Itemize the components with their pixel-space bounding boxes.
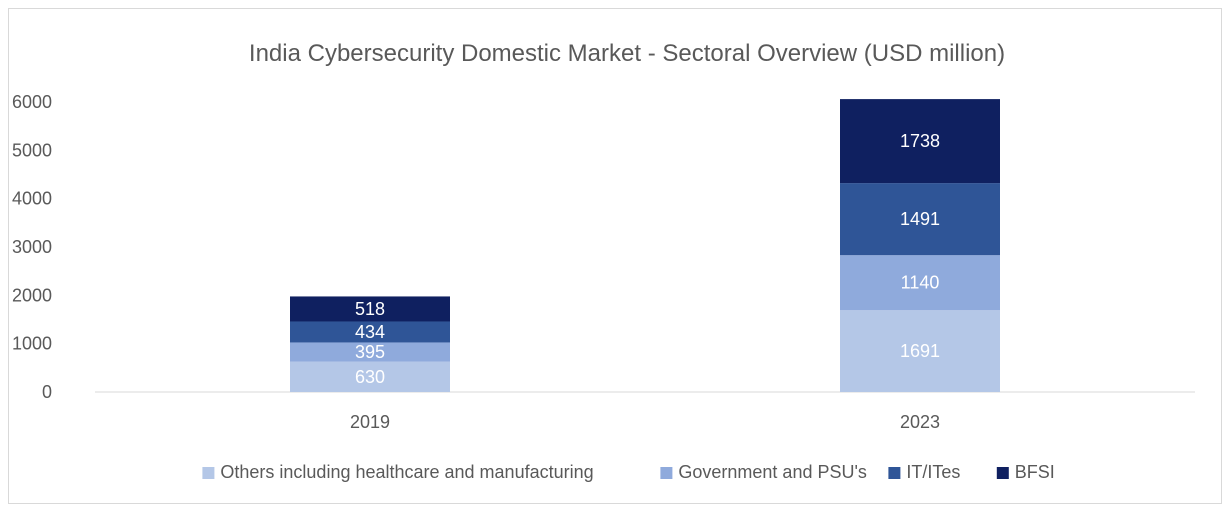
data-label: 518 — [355, 299, 385, 319]
legend-swatch — [888, 467, 901, 479]
y-tick-label: 1000 — [12, 334, 52, 354]
x-tick-label: 2019 — [350, 412, 390, 432]
bar-segment — [840, 255, 1000, 311]
legend-swatch — [660, 467, 673, 479]
legend-label: Others including healthcare and manufact… — [220, 462, 593, 482]
data-label: 1140 — [901, 273, 940, 293]
bar-segment — [290, 321, 450, 343]
y-tick-label: 4000 — [12, 189, 52, 209]
chart-frame — [8, 8, 1222, 504]
bar-segment — [290, 296, 450, 322]
x-axis: 2019 2023 — [350, 412, 940, 432]
y-axis: 0 1000 2000 3000 4000 5000 6000 — [12, 92, 52, 402]
bar-segment — [840, 99, 1000, 184]
bar-segment — [840, 183, 1000, 256]
chart-title: India Cybersecurity Domestic Market - Se… — [249, 40, 1005, 67]
y-tick-label: 3000 — [12, 237, 52, 257]
x-tick-label: 2023 — [900, 412, 940, 432]
data-label: 1491 — [900, 209, 940, 229]
y-tick-label: 2000 — [12, 285, 52, 305]
legend-label: IT/ITes — [906, 462, 960, 482]
legend: Others including healthcare and manufact… — [202, 462, 1055, 482]
data-label: 434 — [355, 322, 385, 342]
y-tick-label: 6000 — [12, 92, 52, 112]
data-label: 395 — [355, 342, 385, 362]
data-label: 1738 — [900, 131, 940, 151]
y-tick-label: 5000 — [12, 140, 52, 160]
y-tick-label: 0 — [42, 382, 52, 402]
legend-swatch — [202, 467, 215, 479]
data-label: 630 — [355, 367, 385, 387]
bar-segment — [290, 361, 450, 392]
legend-swatch — [996, 467, 1009, 479]
legend-label: Government and PSU's — [678, 462, 867, 482]
bar-segment — [290, 342, 450, 362]
data-label: 1691 — [900, 341, 940, 361]
legend-label: BFSI — [1015, 462, 1055, 482]
bar-segment — [840, 310, 1000, 392]
